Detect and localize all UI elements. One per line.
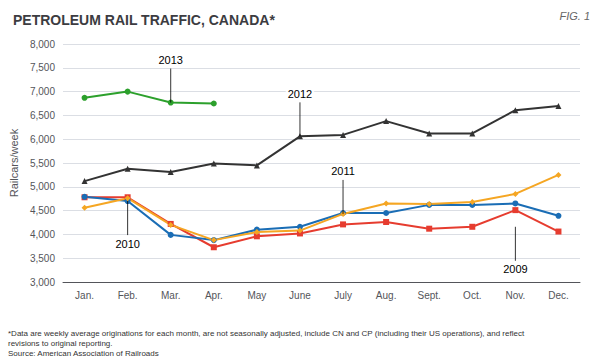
svg-text:Oct.: Oct.	[463, 290, 481, 301]
svg-text:May: May	[247, 290, 266, 301]
svg-text:Jan.: Jan.	[75, 290, 94, 301]
svg-text:Feb.: Feb.	[118, 290, 138, 301]
svg-text:6,000: 6,000	[30, 134, 55, 145]
svg-text:Sept.: Sept.	[418, 290, 441, 301]
svg-text:5,000: 5,000	[30, 181, 55, 192]
svg-text:4,500: 4,500	[30, 205, 55, 216]
svg-text:revisions to original reportin: revisions to original reporting.	[8, 339, 113, 348]
svg-text:Mar.: Mar.	[161, 290, 180, 301]
svg-text:2013: 2013	[158, 54, 182, 66]
svg-text:3,500: 3,500	[30, 253, 55, 264]
svg-text:*Data are weekly average origi: *Data are weekly average originations fo…	[8, 329, 525, 338]
svg-text:8,000: 8,000	[30, 39, 55, 50]
svg-text:Aug.: Aug.	[376, 290, 397, 301]
svg-text:2011: 2011	[331, 165, 355, 177]
svg-text:2009: 2009	[503, 263, 527, 275]
svg-text:Railcars/week: Railcars/week	[8, 128, 20, 197]
svg-text:7,500: 7,500	[30, 62, 55, 73]
svg-text:PETROLEUM RAIL TRAFFIC, CANADA: PETROLEUM RAIL TRAFFIC, CANADA*	[13, 12, 275, 28]
svg-text:Nov.: Nov.	[505, 290, 525, 301]
svg-text:6,500: 6,500	[30, 110, 55, 121]
svg-text:FIG. 1: FIG. 1	[559, 10, 590, 22]
svg-text:Apr.: Apr.	[205, 290, 223, 301]
svg-text:Dec.: Dec.	[548, 290, 569, 301]
svg-text:3,000: 3,000	[30, 277, 55, 288]
svg-text:5,500: 5,500	[30, 158, 55, 169]
svg-text:2012: 2012	[288, 88, 312, 100]
svg-text:June: June	[289, 290, 311, 301]
svg-text:Source: American Association o: Source: American Association of Railroad…	[8, 349, 159, 358]
svg-text:July: July	[334, 290, 352, 301]
svg-text:7,000: 7,000	[30, 86, 55, 97]
svg-text:2010: 2010	[115, 238, 139, 250]
svg-text:4,000: 4,000	[30, 229, 55, 240]
